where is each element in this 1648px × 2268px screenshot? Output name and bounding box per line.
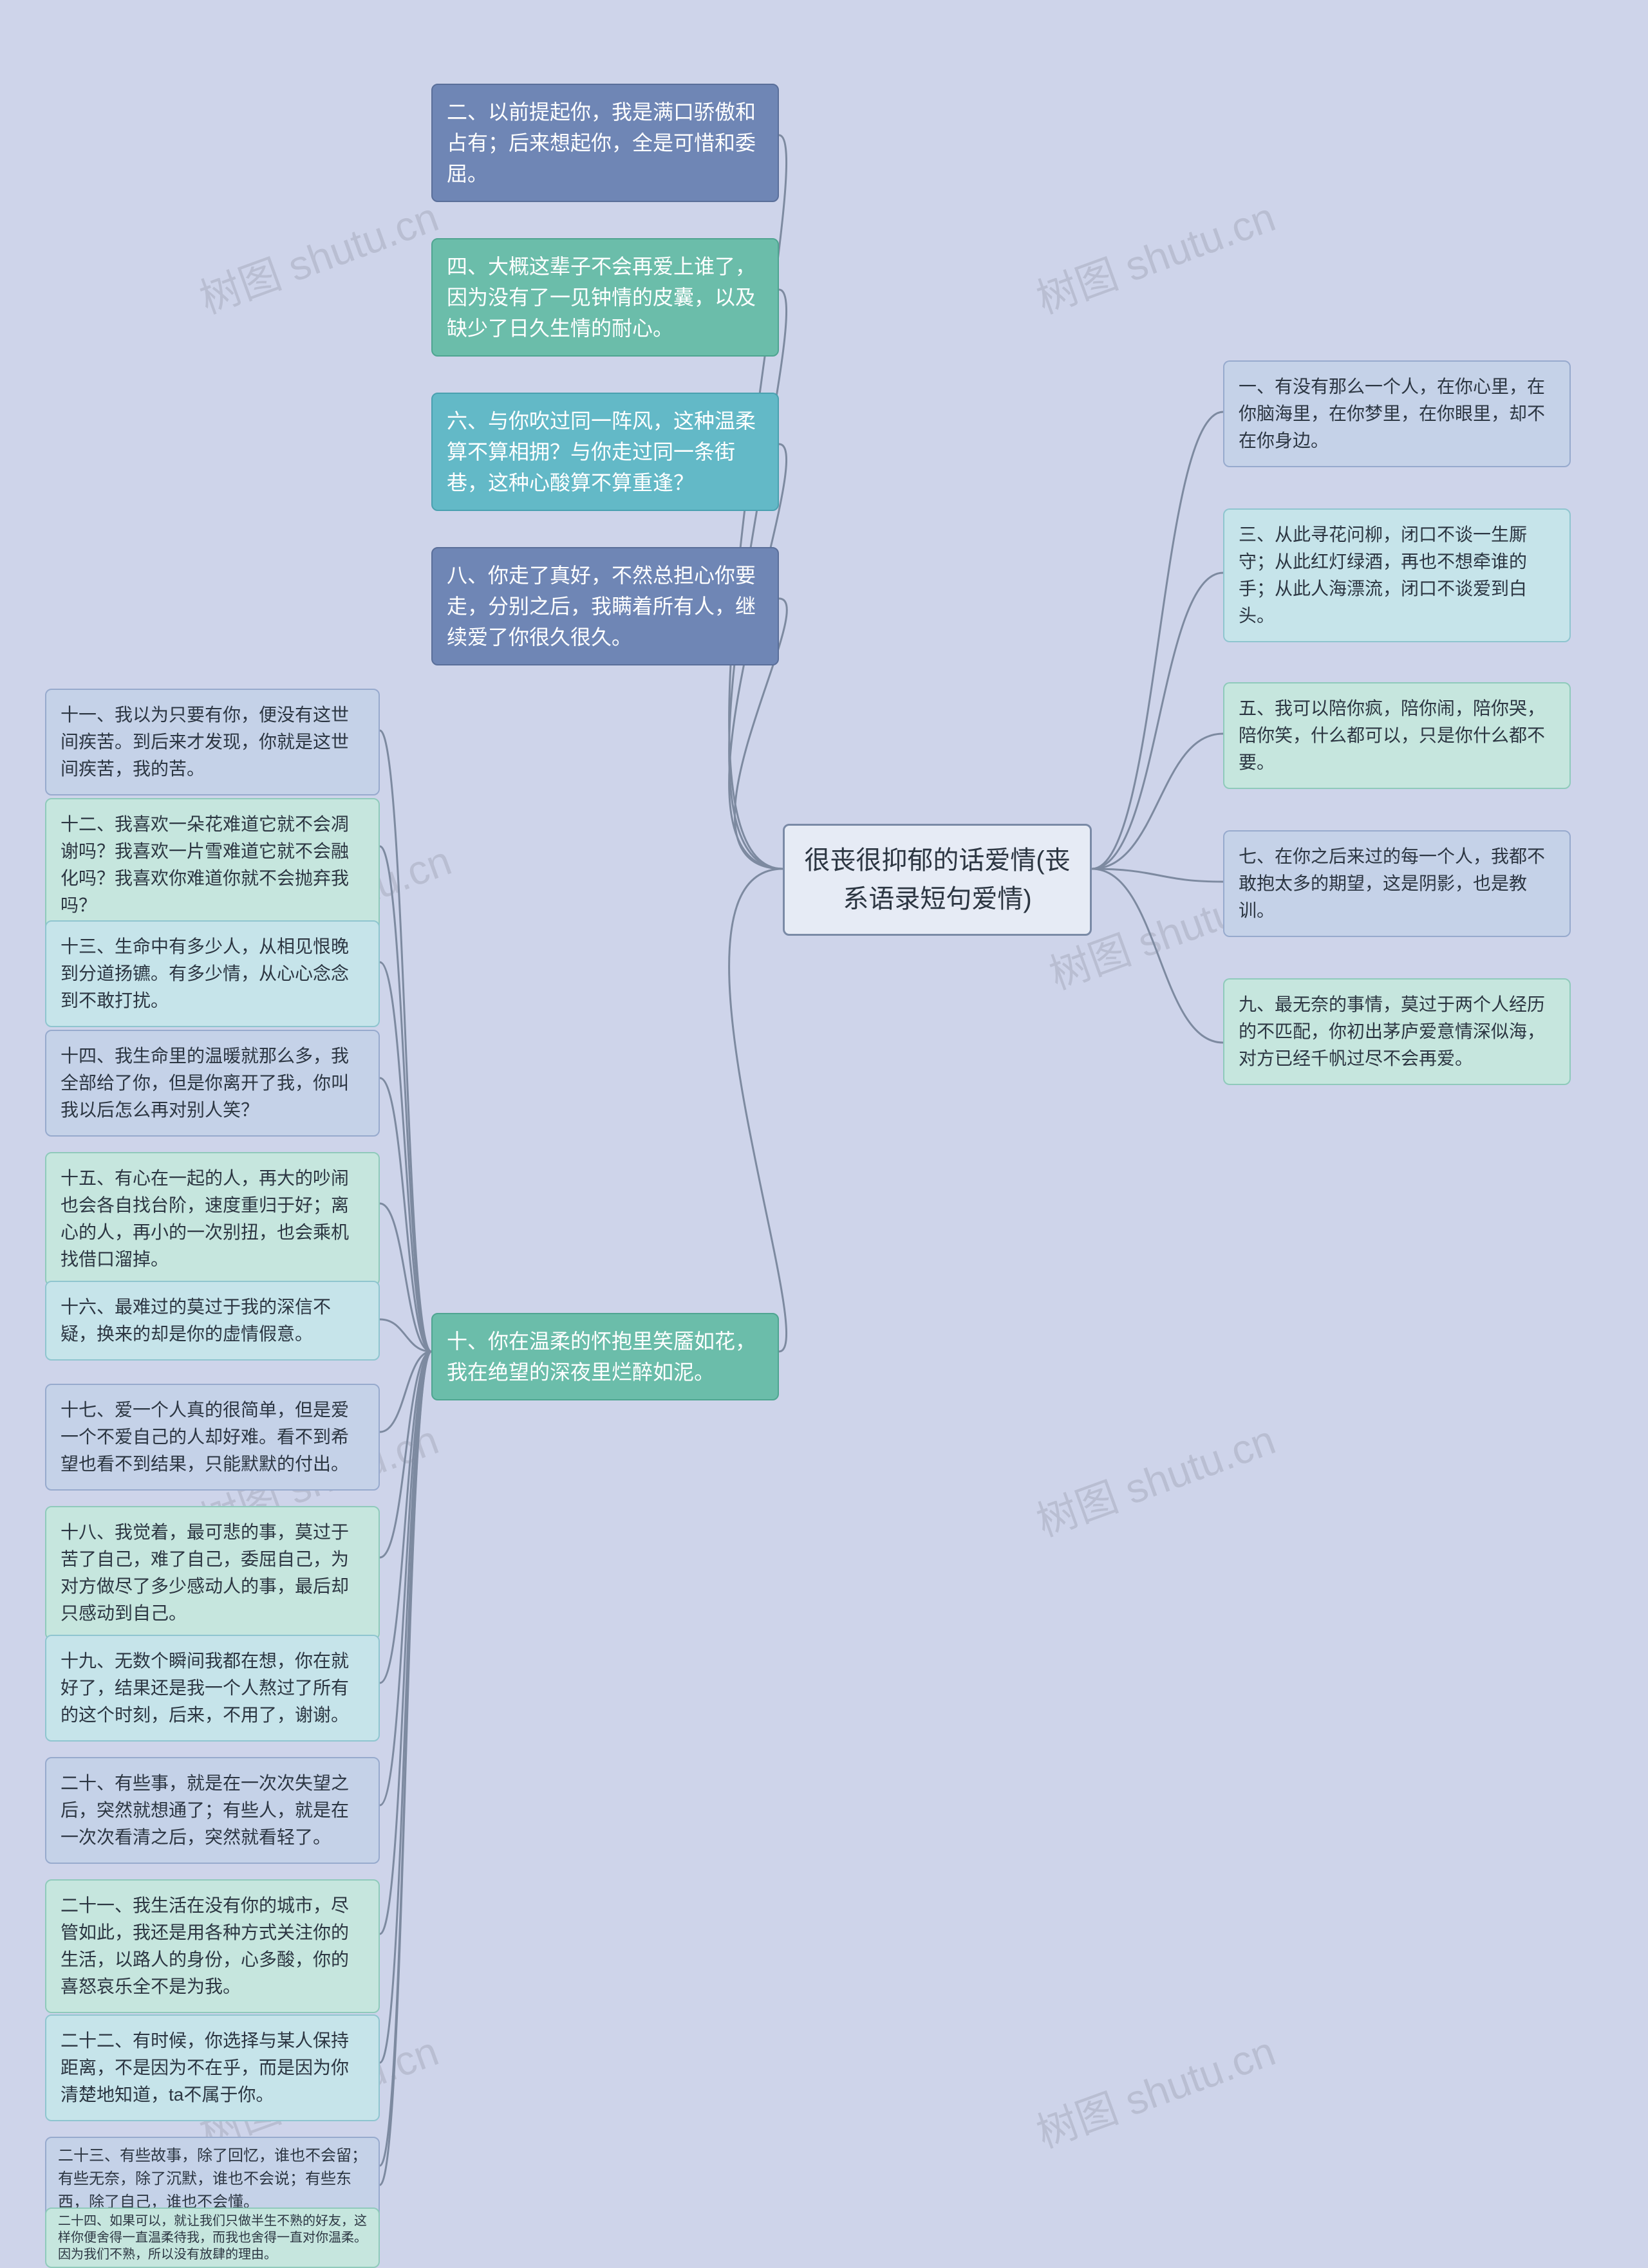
root-node[interactable]: 很丧很抑郁的话爱情(丧系语录短句爱情) — [783, 824, 1092, 936]
leaf-node-17[interactable]: 十七、爱一个人真的很简单，但是爱一个不爱自己的人却好难。看不到希望也看不到结果，… — [45, 1384, 380, 1491]
leaf-node-16[interactable]: 十六、最难过的莫过于我的深信不疑，换来的却是你的虚情假意。 — [45, 1281, 380, 1361]
watermark: 树图 shutu.cn — [1027, 184, 1282, 325]
leaf-node-9[interactable]: 九、最无奈的事情，莫过于两个人经历的不匹配，你初出茅庐爱意情深似海，对方已经千帆… — [1223, 978, 1571, 1085]
leaf-node-5[interactable]: 五、我可以陪你疯，陪你闹，陪你哭，陪你笑，什么都可以，只是你什么都不要。 — [1223, 682, 1571, 789]
branch-node-6[interactable]: 六、与你吹过同一阵风，这种温柔算不算相拥？与你走过同一条街巷，这种心酸算不算重逢… — [431, 393, 779, 511]
leaf-node-14[interactable]: 十四、我生命里的温暖就那么多，我全部给了你，但是你离开了我，你叫我以后怎么再对别… — [45, 1030, 380, 1137]
leaf-node-3[interactable]: 三、从此寻花问柳，闭口不谈一生厮守；从此红灯绿酒，再也不想牵谁的手；从此人海漂流… — [1223, 508, 1571, 642]
branch-node-2[interactable]: 二、以前提起你，我是满口骄傲和占有；后来想起你，全是可惜和委屈。 — [431, 84, 779, 202]
leaf-node-21[interactable]: 二十一、我生活在没有你的城市，尽管如此，我还是用各种方式关注你的生活，以路人的身… — [45, 1879, 380, 2013]
branch-node-4[interactable]: 四、大概这辈子不会再爱上谁了，因为没有了一见钟情的皮囊，以及缺少了日久生情的耐心… — [431, 238, 779, 357]
watermark: 树图 shutu.cn — [1027, 1407, 1282, 1548]
branch-node-8[interactable]: 八、你走了真好，不然总担心你要走，分别之后，我瞒着所有人，继续爱了你很久很久。 — [431, 547, 779, 665]
leaf-node-15[interactable]: 十五、有心在一起的人，再大的吵闹也会各自找台阶，速度重归于好；离心的人，再小的一… — [45, 1152, 380, 1286]
leaf-node-19[interactable]: 十九、无数个瞬间我都在想，你在就好了，结果还是我一个人熬过了所有的这个时刻，后来… — [45, 1635, 380, 1742]
leaf-node-11[interactable]: 十一、我以为只要有你，便没有这世间疾苦。到后来才发现，你就是这世间疾苦，我的苦。 — [45, 689, 380, 795]
watermark: 树图 shutu.cn — [1027, 2018, 1282, 2159]
leaf-node-24[interactable]: 二十四、如果可以，就让我们只做半生不熟的好友，这样你便舍得一直温柔待我，而我也舍… — [45, 2208, 380, 2268]
leaf-node-20[interactable]: 二十、有些事，就是在一次次失望之后，突然就想通了；有些人，就是在一次次看清之后，… — [45, 1757, 380, 1864]
leaf-node-22[interactable]: 二十二、有时候，你选择与某人保持距离，不是因为不在乎，而是因为你清楚地知道，ta… — [45, 2014, 380, 2121]
branch-node-10[interactable]: 十、你在温柔的怀抱里笑靥如花，我在绝望的深夜里烂醉如泥。 — [431, 1313, 779, 1400]
leaf-node-7[interactable]: 七、在你之后来过的每一个人，我都不敢抱太多的期望，这是阴影，也是教训。 — [1223, 830, 1571, 937]
leaf-node-12[interactable]: 十二、我喜欢一朵花难道它就不会凋谢吗？我喜欢一片雪难道它就不会融化吗？我喜欢你难… — [45, 798, 380, 932]
watermark: 树图 shutu.cn — [191, 184, 445, 325]
leaf-node-13[interactable]: 十三、生命中有多少人，从相见恨晚到分道扬镳。有多少情，从心心念念到不敢打扰。 — [45, 920, 380, 1027]
leaf-node-1[interactable]: 一、有没有那么一个人，在你心里，在你脑海里，在你梦里，在你眼里，却不在你身边。 — [1223, 360, 1571, 467]
leaf-node-18[interactable]: 十八、我觉着，最可悲的事，莫过于苦了自己，难了自己，委屈自己，为对方做尽了多少感… — [45, 1506, 380, 1640]
